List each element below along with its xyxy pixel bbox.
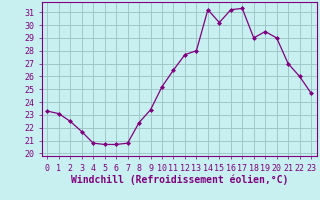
- X-axis label: Windchill (Refroidissement éolien,°C): Windchill (Refroidissement éolien,°C): [70, 174, 288, 185]
